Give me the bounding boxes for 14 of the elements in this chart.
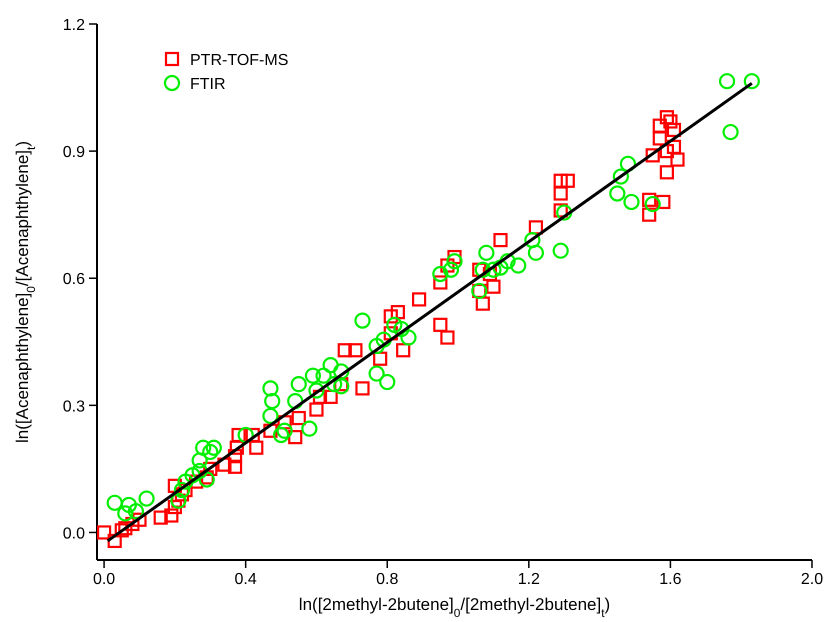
x-tick-label: 0.0 [92, 571, 116, 588]
x-tick-label: 0.4 [234, 571, 257, 588]
y-tick-label: 0.3 [62, 398, 86, 416]
x-tick-label: 1.6 [659, 571, 682, 588]
x-axis-title: ln([2methyl-2butene]$_{0}$/[2methyl-2butene]$_{t}$) [298, 595, 610, 620]
y-tick-label: 1.2 [62, 17, 86, 34]
x-tick-label: 2.0 [800, 571, 824, 588]
legend-label: FTIR [190, 76, 226, 93]
x-tick-label: 0.8 [376, 571, 398, 588]
legend-label: PTR-TOF-MS [190, 52, 288, 69]
y-tick-label: 0.6 [62, 271, 86, 288]
y-tick-label: 0.0 [62, 525, 86, 542]
y-tick-label: 0.9 [62, 144, 86, 162]
x-tick-label: 1.2 [518, 571, 540, 588]
